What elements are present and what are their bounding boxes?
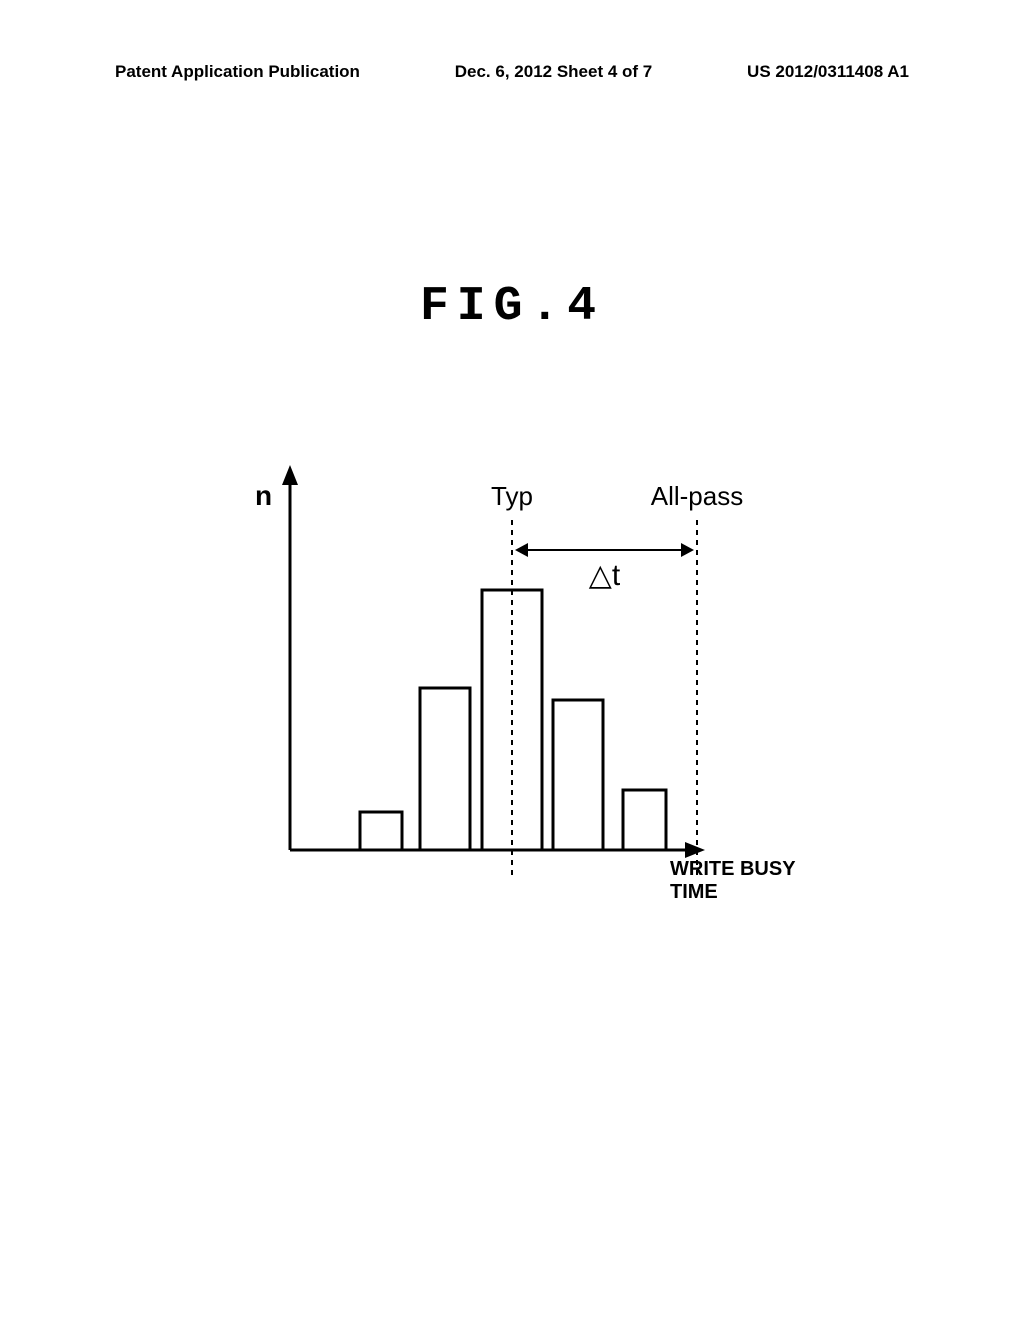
allpass-label: All-pass [651,481,743,511]
y-axis-label: n [255,480,272,511]
x-axis-label-line1: WRITE BUSY [670,858,796,880]
bar-4 [623,790,666,850]
delta-arrow-left-icon [515,543,528,557]
x-axis-arrow-icon [685,842,705,858]
typ-label: Typ [491,481,533,511]
bar-1 [420,688,470,850]
header-center: Dec. 6, 2012 Sheet 4 of 7 [455,62,653,82]
chart-container: n WRITE BUSY TIME Typ All-pass △t [210,450,810,930]
delta-arrow-right-icon [681,543,694,557]
header-right: US 2012/0311408 A1 [747,62,909,82]
bar-0 [360,812,402,850]
delta-label: △t [589,559,621,592]
x-axis-label-line2: TIME [670,881,718,903]
page-header: Patent Application Publication Dec. 6, 2… [0,62,1024,82]
y-axis-arrow-icon [282,465,298,485]
header-left: Patent Application Publication [115,62,360,82]
chart-svg: n WRITE BUSY TIME Typ All-pass △t [210,450,810,930]
figure-title: FIG.4 [0,280,1024,334]
bar-3 [553,700,603,850]
